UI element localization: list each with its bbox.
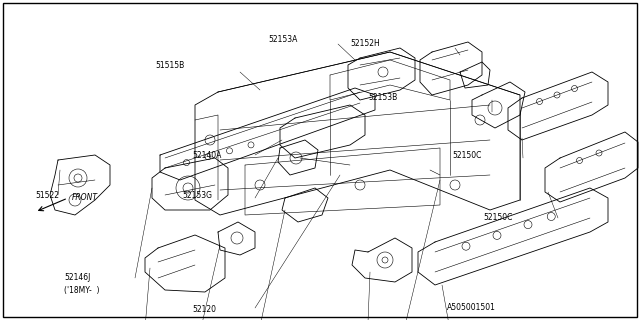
Text: 52153A: 52153A bbox=[268, 36, 298, 44]
Text: 52120: 52120 bbox=[192, 306, 216, 315]
Text: A505001501: A505001501 bbox=[447, 303, 496, 313]
Text: 52146J: 52146J bbox=[64, 274, 90, 283]
Text: 52152H: 52152H bbox=[350, 39, 380, 49]
Text: 51515B: 51515B bbox=[155, 60, 184, 69]
Text: 52150C: 52150C bbox=[483, 213, 513, 222]
Text: 52153B: 52153B bbox=[368, 93, 397, 102]
Text: 51522: 51522 bbox=[35, 190, 59, 199]
Text: ('18MY-  ): ('18MY- ) bbox=[64, 285, 99, 294]
Text: 52153G: 52153G bbox=[182, 191, 212, 201]
Text: FRONT: FRONT bbox=[72, 194, 98, 203]
Text: 52150C: 52150C bbox=[452, 150, 481, 159]
Text: 52140A: 52140A bbox=[192, 150, 221, 159]
